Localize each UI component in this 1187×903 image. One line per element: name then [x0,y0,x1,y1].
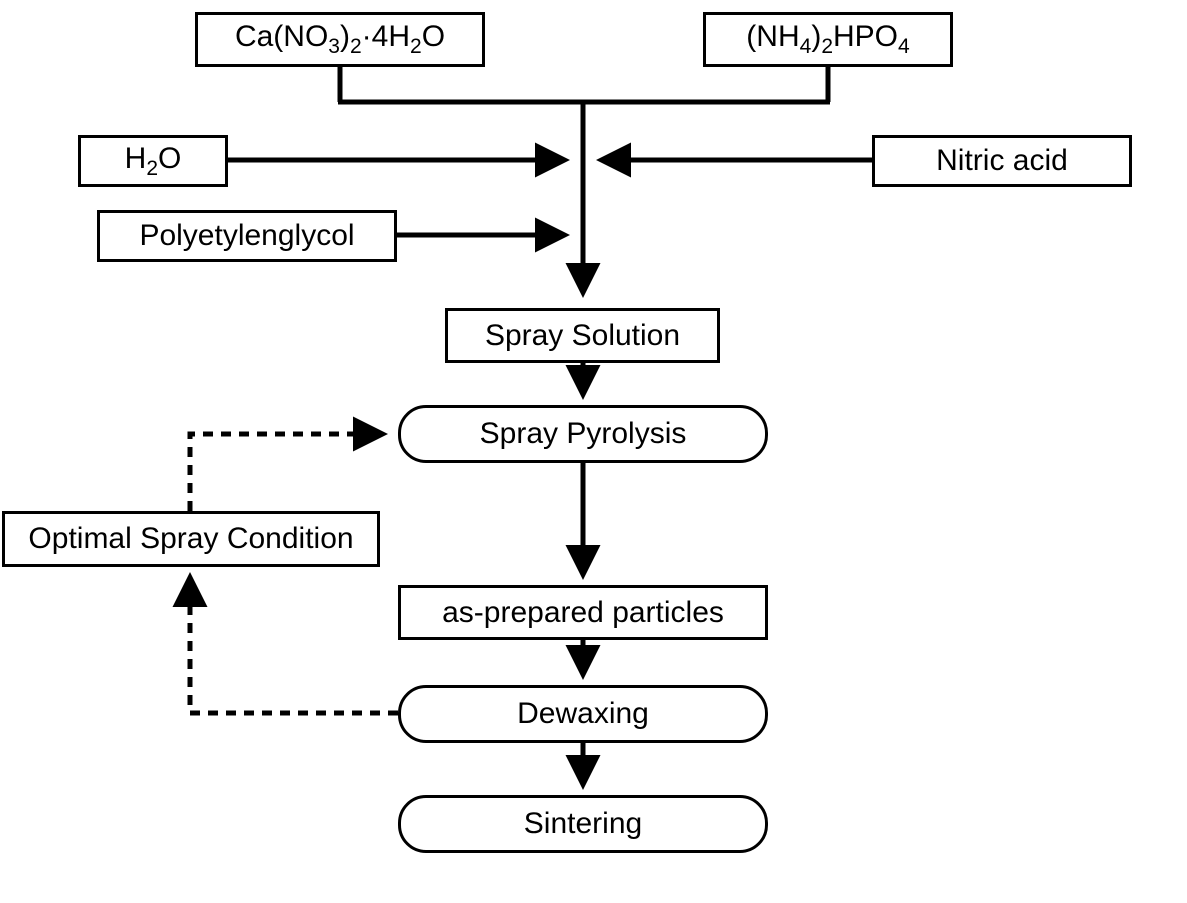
label-dewaxing: Dewaxing [517,697,649,731]
node-spray-pyrolysis: Spray Pyrolysis [398,405,768,463]
label-sintering: Sintering [524,807,642,841]
label-calcium-nitrate: Ca(NO3)2·4H2O [235,20,445,59]
node-as-prepared: as-prepared particles [398,585,768,640]
node-spray-solution: Spray Solution [445,308,720,363]
node-peg: Polyetylenglycol [97,210,397,262]
label-spray-pyrolysis: Spray Pyrolysis [480,417,687,451]
label-optimal-spray: Optimal Spray Condition [28,522,353,556]
node-sintering: Sintering [398,795,768,853]
node-dewaxing: Dewaxing [398,685,768,743]
label-as-prepared: as-prepared particles [442,596,724,630]
node-nitric-acid: Nitric acid [872,135,1132,187]
label-peg: Polyetylenglycol [139,219,354,253]
edge-feedback-to-optimal [190,582,398,713]
node-optimal-spray: Optimal Spray Condition [2,511,380,567]
label-water: H2O [125,142,182,181]
node-water: H2O [78,135,228,187]
label-nitric-acid: Nitric acid [936,144,1068,178]
node-calcium-nitrate: Ca(NO3)2·4H2O [195,12,485,67]
label-spray-solution: Spray Solution [485,319,680,353]
node-ammonium-phosphate: (NH4)2HPO4 [703,12,953,67]
label-ammonium-phosphate: (NH4)2HPO4 [746,20,909,59]
edge-feedback-to-pyrolysis [190,434,378,511]
